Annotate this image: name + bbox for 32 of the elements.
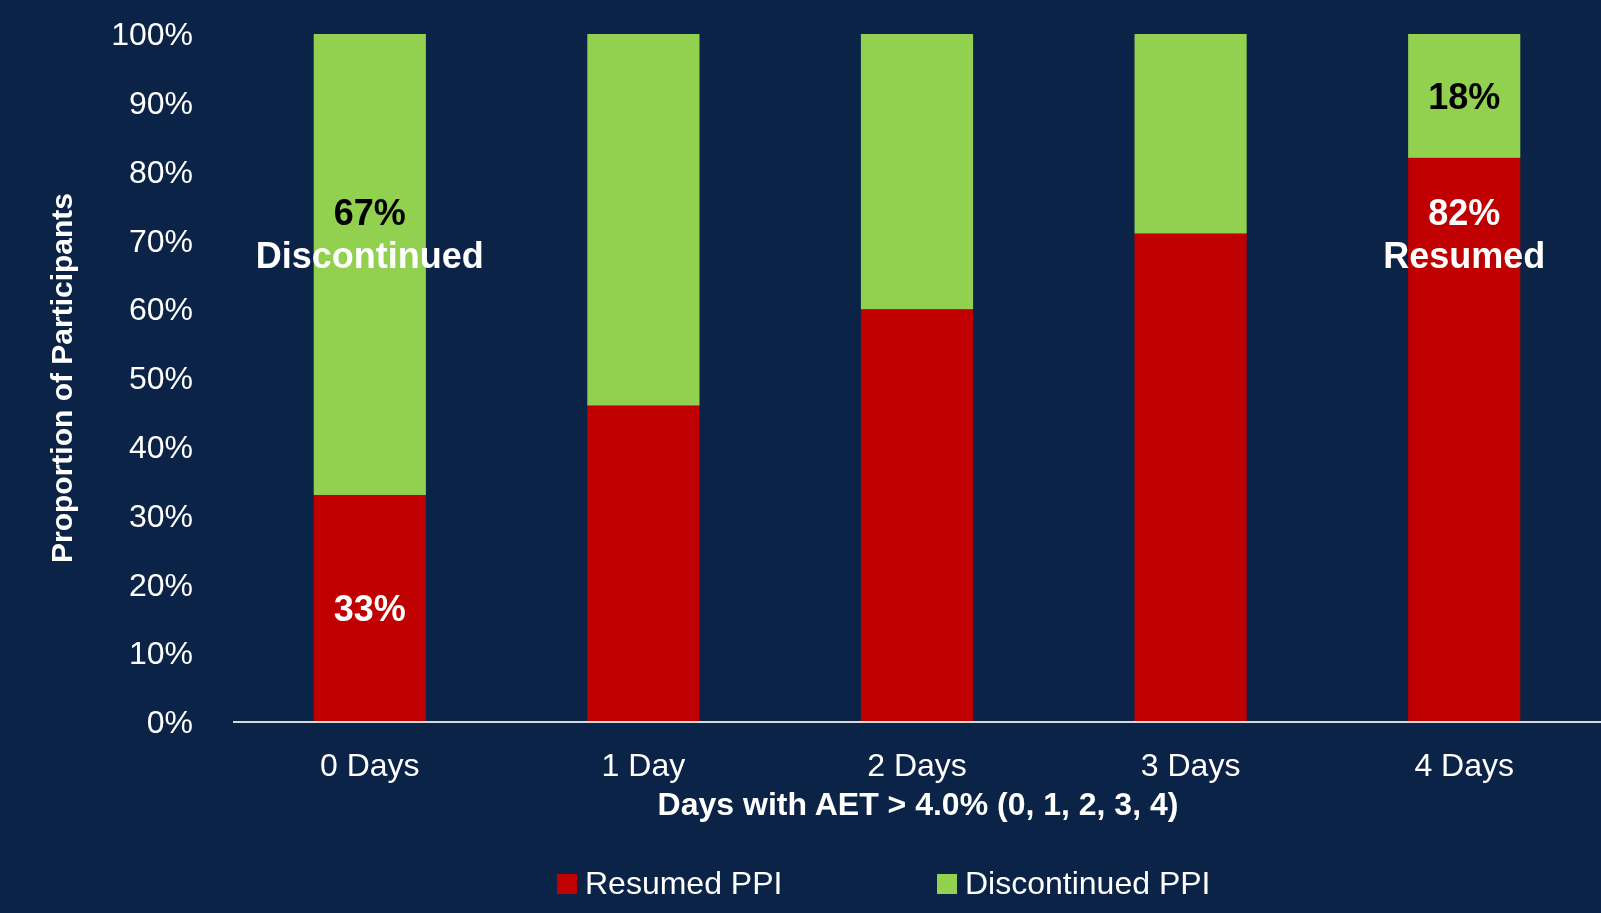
legend-label: Resumed PPI bbox=[585, 865, 783, 901]
data-label: 67% bbox=[333, 191, 406, 233]
bar bbox=[1134, 34, 1247, 234]
y-tick-label: 30% bbox=[128, 497, 193, 534]
data-label: 18% bbox=[1428, 75, 1501, 117]
y-tick-label: 20% bbox=[128, 566, 193, 603]
x-axis-title: Days with AET > 4.0% (0, 1, 2, 3, 4) bbox=[657, 786, 1179, 822]
y-tick-label: 90% bbox=[128, 85, 193, 121]
bar bbox=[587, 34, 700, 406]
bar bbox=[1408, 34, 1521, 158]
bar bbox=[860, 309, 974, 722]
bar bbox=[587, 405, 700, 722]
legend-label: Discontinued PPI bbox=[965, 865, 1211, 901]
bar bbox=[313, 494, 426, 722]
bar bbox=[860, 34, 974, 310]
y-tick-label: 80% bbox=[128, 153, 193, 190]
bar bbox=[1134, 233, 1247, 722]
y-tick-label: 50% bbox=[128, 360, 193, 397]
x-tick-label: 4 Days bbox=[1414, 747, 1514, 784]
y-tick-label: 60% bbox=[128, 291, 193, 328]
x-tick-label: 2 Days bbox=[867, 747, 967, 784]
y-tick-label: 70% bbox=[128, 222, 193, 259]
y-tick-label: 40% bbox=[128, 429, 193, 465]
y-axis-title: Proportion of Participants bbox=[45, 192, 78, 564]
x-tick-label: 1 Day bbox=[601, 747, 686, 784]
y-tick-label: 0% bbox=[146, 704, 193, 741]
x-tick-label: 3 Days bbox=[1140, 747, 1241, 784]
data-label: 33% bbox=[333, 588, 406, 630]
data-label: 82% bbox=[1428, 191, 1501, 233]
x-tick-label: 0 Days bbox=[320, 747, 420, 784]
y-tick-label: 100% bbox=[111, 16, 193, 53]
y-tick-label: 10% bbox=[128, 635, 193, 672]
